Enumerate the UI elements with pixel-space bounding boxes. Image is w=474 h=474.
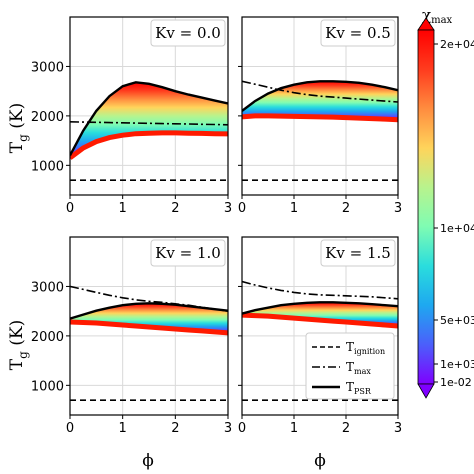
legend-label-psr: TPSR (346, 380, 372, 396)
plot-content (242, 80, 398, 181)
scatter-band-edge (70, 319, 228, 336)
y-tick-label: 2000 (31, 330, 64, 345)
colorbar: χmax 2e+04 1e+04 5e+03 1e+03 1e-02 (417, 6, 474, 399)
y-axis-label-bottom: Tg (K) (7, 320, 30, 370)
tmax-line (70, 285, 228, 312)
colorbar-title: χmax (422, 6, 453, 26)
x-tick-label: 1 (290, 421, 298, 436)
colorbar-tick-label: 1e-02 (440, 376, 472, 389)
x-tick-label: 2 (342, 421, 350, 436)
x-tick-label: 1 (119, 201, 127, 216)
plot-frame (241, 236, 399, 416)
annotation-box (150, 19, 226, 47)
tpsr-line (70, 81, 228, 156)
chart-panel: 0 1 2 3 1000 2000 3000 Kv = 1.0 (31, 236, 232, 436)
x-tick-label: 1 (290, 201, 298, 216)
tpsr-line (70, 302, 228, 320)
legend: Tignition Tmax TPSR (305, 332, 395, 400)
legend-label-ignition: Tignition (346, 340, 385, 356)
colorbar-tick-label: 1e+04 (440, 222, 474, 235)
tpsr-line (242, 301, 398, 315)
colorbar-tick-label: 1e+03 (440, 358, 474, 371)
plot-content (70, 285, 228, 401)
annotation-box (320, 239, 396, 267)
x-axis-label-left: ϕ (142, 451, 154, 471)
annotation-box (150, 239, 226, 267)
x-tick-label: 2 (171, 421, 179, 436)
x-tick-label: 0 (66, 421, 74, 436)
y-tick-label: 1000 (31, 159, 64, 174)
colorbar-tick-label: 2e+04 (440, 38, 474, 51)
plot-content (70, 81, 228, 181)
y-tick-label: 2000 (31, 110, 64, 125)
y-tick-label: 3000 (31, 60, 64, 75)
scatter-band-edge (242, 312, 398, 329)
tmax-line (70, 121, 228, 126)
chart-panel: 0 1 2 3 1000 2000 3000 Kv = 0.0 (31, 16, 232, 216)
plot-frame (241, 16, 399, 196)
x-tick-label: 3 (394, 201, 402, 216)
x-tick-label: 0 (66, 201, 74, 216)
annotation-label: Kv = 0.5 (325, 24, 391, 42)
colorbar-bottom-arrow (417, 383, 435, 399)
x-tick-label: 3 (224, 421, 232, 436)
x-tick-label: 3 (394, 421, 402, 436)
x-tick-label: 2 (171, 201, 179, 216)
plot-content (242, 280, 398, 401)
annotation-label: Kv = 0.0 (155, 24, 221, 42)
y-axis-label-top: Tg (K) (7, 103, 30, 153)
legend-label-max: Tmax (346, 360, 371, 376)
legend-box (305, 332, 395, 400)
tmax-line (242, 280, 398, 300)
x-axis-label-right: ϕ (314, 451, 326, 471)
scatter-band (70, 303, 228, 333)
scatter-band-edge (242, 113, 398, 123)
chart-panel: 0 1 2 3 Kv = 0.5 (238, 16, 402, 216)
tpsr-line (242, 80, 398, 112)
plot-frame (69, 16, 229, 196)
y-tick-label: 3000 (31, 280, 64, 295)
scatter-band (242, 302, 398, 326)
x-tick-label: 3 (224, 201, 232, 216)
scatter-band-edge (70, 130, 228, 160)
colorbar-tick-label: 5e+03 (440, 314, 474, 327)
y-tick-label: 1000 (31, 379, 64, 394)
annotation-label: Kv = 1.0 (155, 244, 221, 262)
x-tick-label: 0 (238, 421, 246, 436)
plot-frame (69, 236, 229, 416)
annotation-box (320, 19, 396, 47)
x-tick-label: 1 (119, 421, 127, 436)
colorbar-gradient (417, 29, 435, 385)
x-tick-label: 0 (238, 201, 246, 216)
tmax-line (242, 80, 398, 103)
x-tick-label: 2 (342, 201, 350, 216)
annotation-label: Kv = 1.5 (325, 244, 391, 262)
scatter-band (70, 82, 228, 158)
